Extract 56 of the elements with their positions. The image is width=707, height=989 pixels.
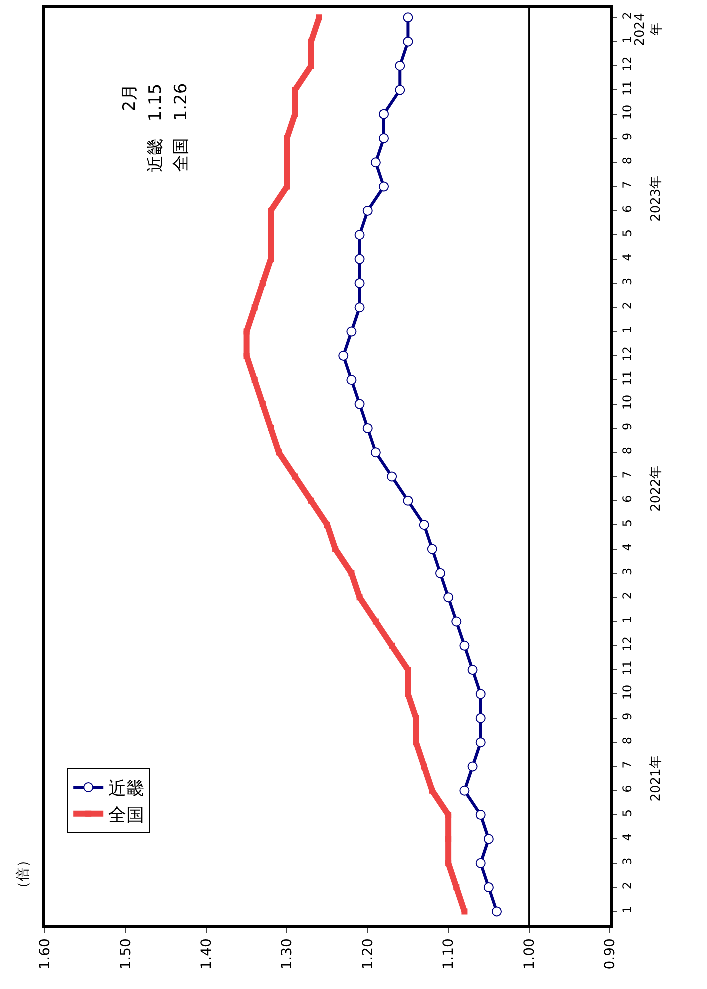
annotation: 全国 1.26: [171, 83, 192, 172]
y-tick-label: 4: [620, 254, 634, 262]
y-tick-label: 6: [620, 205, 634, 213]
y-tick-label: 11: [620, 370, 634, 386]
y-tick-label: 8: [620, 157, 634, 165]
y-tick-label: 7: [620, 181, 634, 189]
y-tick-label: 10: [620, 684, 634, 700]
y-tick-label: 12: [620, 346, 634, 362]
x-tick-label: 0.90: [602, 938, 619, 970]
x-tick-label: 1.10: [441, 938, 458, 970]
y-tick-label: 11: [620, 80, 634, 96]
y-tick-label: 6: [620, 495, 634, 503]
x-tick-label: 1.60: [38, 938, 54, 970]
annotation: 近畿 1.15: [146, 84, 166, 173]
y-tick-label: 9: [620, 132, 634, 140]
x-tick-label: 1.30: [280, 938, 296, 970]
y-tick-label: 2: [620, 592, 634, 600]
y-tick-label: 5: [620, 809, 634, 818]
text: 2021年: [649, 756, 664, 802]
x-tick-label: 1.20: [360, 938, 376, 970]
y-tick-label: 11: [620, 660, 634, 676]
y-tick-label: 10: [620, 104, 634, 120]
y-tick-label: 9: [620, 712, 634, 720]
y-tick-label: 1: [620, 36, 634, 44]
y-tick-label: 2: [620, 12, 634, 20]
y-tick-label: 10: [620, 394, 634, 410]
y-tick-label: 5: [620, 230, 634, 238]
x-tick-label: 1.00: [522, 938, 538, 970]
y-tick-label: 2: [620, 882, 634, 890]
y-tick-label: 1: [620, 906, 634, 914]
y-tick-label: 8: [620, 736, 634, 745]
y-tick-label: 2: [620, 302, 634, 310]
text: 2023年: [649, 176, 664, 222]
x-tick-label: 1.50: [118, 938, 134, 970]
y-tick-label: 1: [620, 326, 634, 334]
text: 2024 年: [632, 13, 665, 46]
y-tick-label: 12: [620, 636, 634, 652]
y-tick-label: 8: [620, 446, 634, 455]
legend-label: 全国: [108, 804, 145, 826]
text: （倍）: [15, 853, 32, 896]
text: 2022年: [649, 466, 664, 512]
y-tick-label: 3: [620, 568, 634, 576]
y-tick-label: 4: [620, 544, 634, 552]
y-tick-label: 7: [620, 761, 634, 769]
x-tick-label: 1.40: [198, 938, 215, 970]
y-tick-label: 1: [620, 616, 634, 624]
y-tick-label: 3: [620, 858, 634, 866]
y-tick-label: 3: [620, 278, 634, 286]
y-tick-label: 7: [620, 471, 634, 479]
y-tick-label: 5: [620, 519, 634, 528]
y-tick-label: 6: [620, 785, 634, 793]
y-tick-label: 4: [620, 834, 634, 842]
y-tick-label: 9: [620, 422, 634, 430]
y-tick-label: 12: [620, 56, 634, 72]
annotation: 2月: [120, 84, 140, 112]
legend-label: 近畿: [108, 778, 145, 800]
